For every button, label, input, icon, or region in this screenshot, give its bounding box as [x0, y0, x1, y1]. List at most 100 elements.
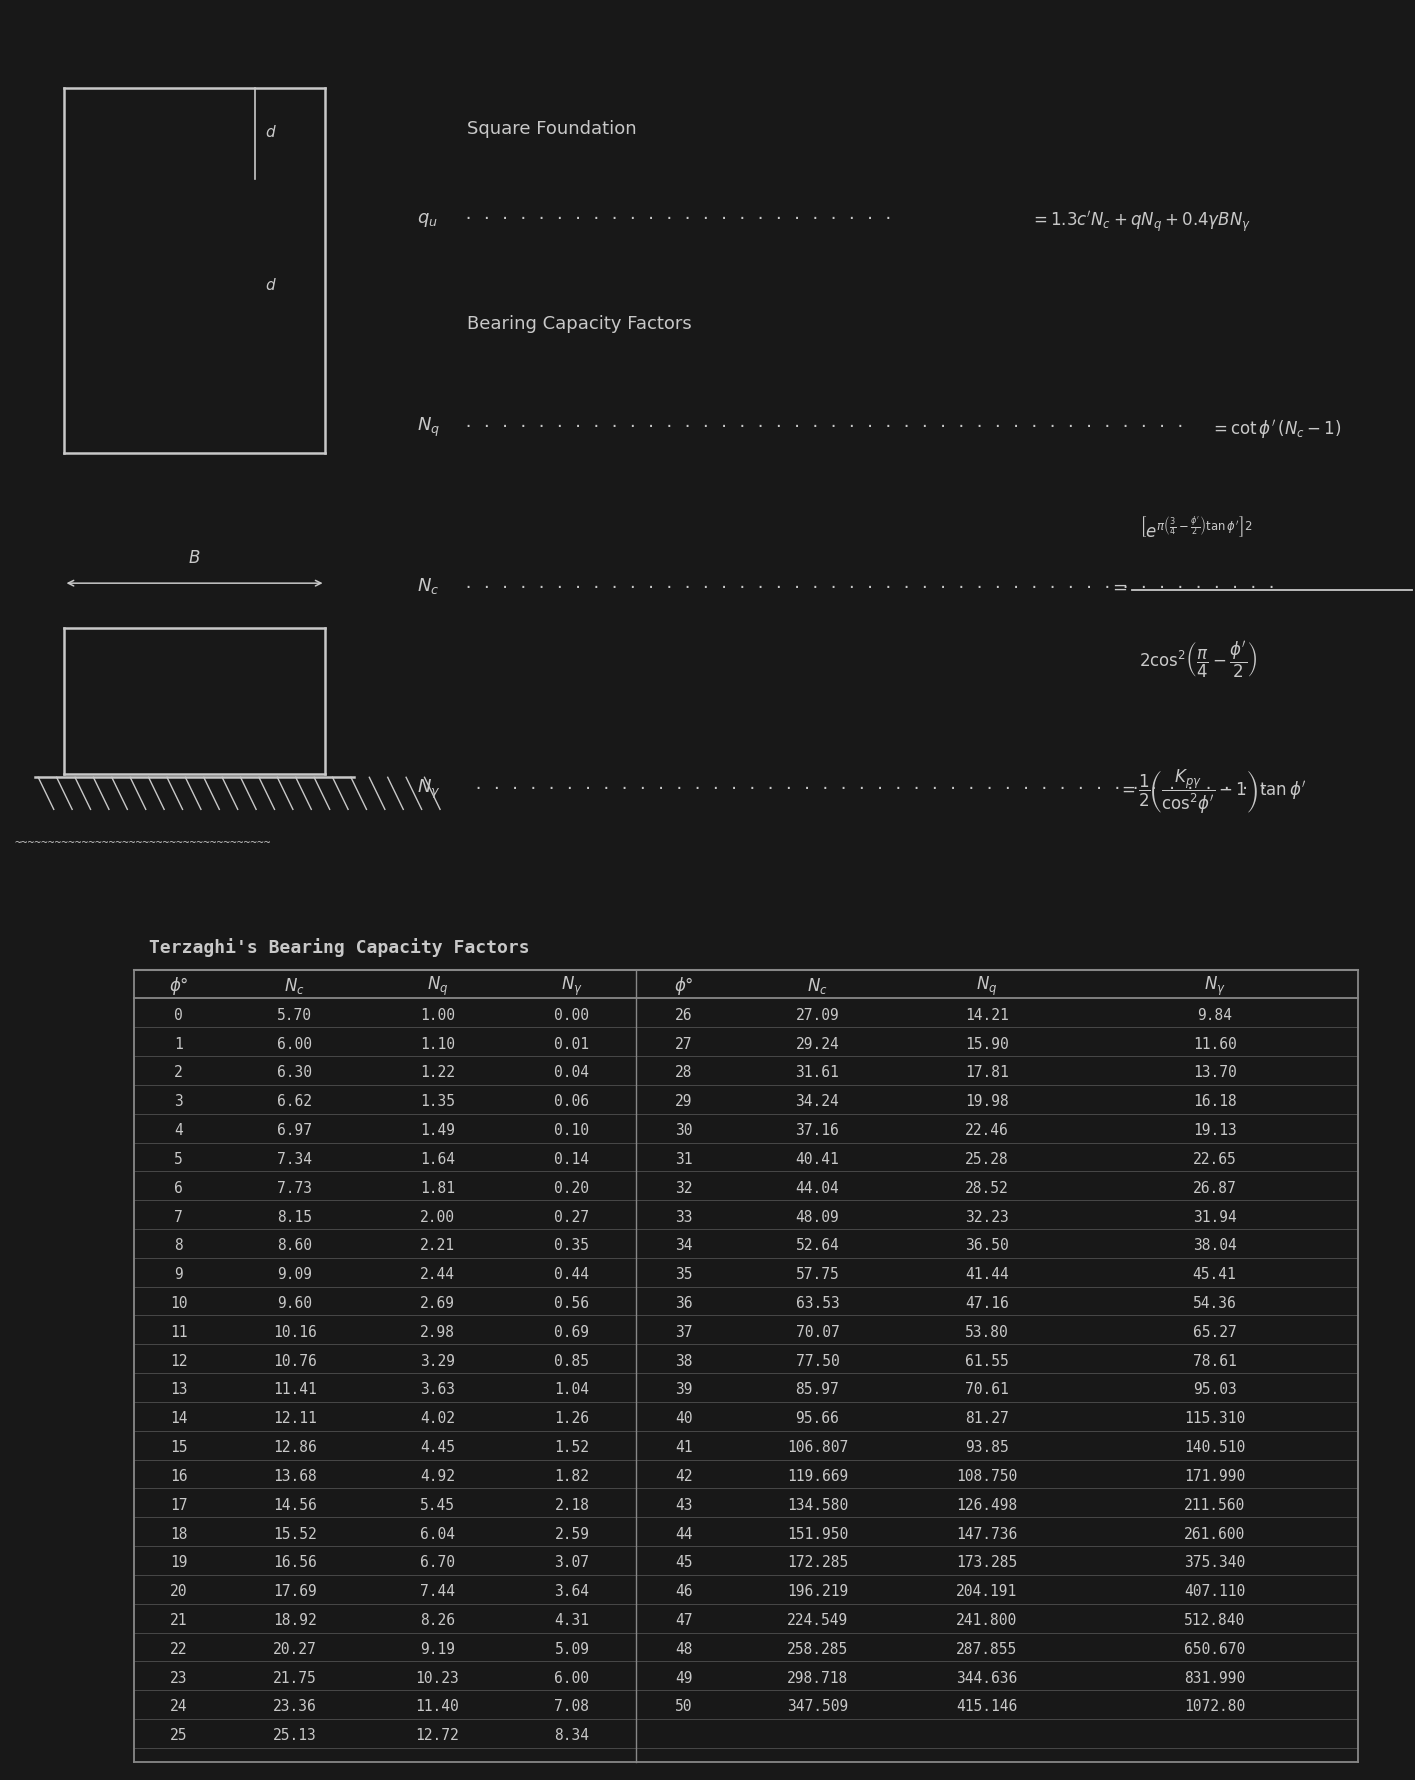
Text: 9.09: 9.09	[277, 1267, 313, 1282]
Text: $N_q$: $N_q$	[417, 415, 440, 438]
Text: 17.81: 17.81	[965, 1064, 1009, 1080]
Text: 1.64: 1.64	[420, 1152, 454, 1166]
Text: 8: 8	[174, 1237, 183, 1253]
Text: 9: 9	[174, 1267, 183, 1282]
Text: 47.16: 47.16	[965, 1296, 1009, 1310]
Text: 15.52: 15.52	[273, 1525, 317, 1541]
Text: 77.50: 77.50	[795, 1353, 839, 1367]
Text: 40: 40	[675, 1410, 693, 1426]
Text: 70.07: 70.07	[795, 1324, 839, 1339]
Text: 8.34: 8.34	[555, 1727, 590, 1743]
Text: 22.46: 22.46	[965, 1123, 1009, 1137]
Text: 9.84: 9.84	[1197, 1007, 1232, 1022]
Text: $2\cos^2\!\left(\dfrac{\pi}{4}-\dfrac{\phi^{\prime}}{2}\right)$: $2\cos^2\!\left(\dfrac{\pi}{4}-\dfrac{\p…	[1139, 639, 1258, 680]
Text: $N_c$: $N_c$	[284, 975, 306, 997]
Text: $q_u$: $q_u$	[417, 210, 439, 228]
Text: 12.72: 12.72	[416, 1727, 460, 1743]
Text: 39: 39	[675, 1381, 693, 1397]
Text: 53.80: 53.80	[965, 1324, 1009, 1339]
Text: 4: 4	[174, 1123, 183, 1137]
Text: 45.41: 45.41	[1193, 1267, 1237, 1282]
Text: 6.97: 6.97	[277, 1123, 313, 1137]
Text: 30: 30	[675, 1123, 693, 1137]
Text: 65.27: 65.27	[1193, 1324, 1237, 1339]
Text: 1.52: 1.52	[555, 1440, 590, 1454]
Text: 13.68: 13.68	[273, 1468, 317, 1483]
Text: 85.97: 85.97	[795, 1381, 839, 1397]
Text: 20: 20	[170, 1584, 187, 1598]
Text: 1072.80: 1072.80	[1184, 1698, 1245, 1714]
Text: 40.41: 40.41	[795, 1152, 839, 1166]
Text: 7.44: 7.44	[420, 1584, 454, 1598]
Text: 6.00: 6.00	[277, 1036, 313, 1050]
Text: 10.76: 10.76	[273, 1353, 317, 1367]
Text: 12.86: 12.86	[273, 1440, 317, 1454]
Text: 224.549: 224.549	[787, 1613, 848, 1627]
Text: 0.10: 0.10	[555, 1123, 590, 1137]
Text: 415.146: 415.146	[957, 1698, 1017, 1714]
Text: $N_\gamma$: $N_\gamma$	[417, 776, 441, 799]
Text: 23.36: 23.36	[273, 1698, 317, 1714]
Text: $= \dfrac{1}{2}\!\left(\dfrac{K_{p\gamma}}{\cos^2\!\phi^{\prime}} - 1\right)\tan: $= \dfrac{1}{2}\!\left(\dfrac{K_{p\gamma…	[1118, 767, 1306, 815]
Text: 172.285: 172.285	[787, 1554, 848, 1570]
Text: 2.44: 2.44	[420, 1267, 454, 1282]
Text: 19: 19	[170, 1554, 187, 1570]
Text: 29.24: 29.24	[795, 1036, 839, 1050]
Text: 95.66: 95.66	[795, 1410, 839, 1426]
Text: 261.600: 261.600	[1184, 1525, 1245, 1541]
Text: 3.07: 3.07	[555, 1554, 590, 1570]
Text: 1: 1	[174, 1036, 183, 1050]
Text: 22.65: 22.65	[1193, 1152, 1237, 1166]
Text: 4.92: 4.92	[420, 1468, 454, 1483]
Text: 5: 5	[174, 1152, 183, 1166]
Text: 1.04: 1.04	[555, 1381, 590, 1397]
Text: 14: 14	[170, 1410, 187, 1426]
Text: 151.950: 151.950	[787, 1525, 848, 1541]
Text: 5.45: 5.45	[420, 1497, 454, 1511]
Text: 108.750: 108.750	[957, 1468, 1017, 1483]
Text: 344.636: 344.636	[957, 1670, 1017, 1684]
Text: 25: 25	[170, 1727, 187, 1743]
Text: 31: 31	[675, 1152, 693, 1166]
Text: 15: 15	[170, 1440, 187, 1454]
Text: ~~~~~~~~~~~~~~~~~~~~~~~~~~~~~~~~~~~~~~: ~~~~~~~~~~~~~~~~~~~~~~~~~~~~~~~~~~~~~~	[14, 838, 270, 847]
Text: 831.990: 831.990	[1184, 1670, 1245, 1684]
Text: B: B	[188, 548, 201, 566]
Text: 4.31: 4.31	[555, 1613, 590, 1627]
Text: 0.56: 0.56	[555, 1296, 590, 1310]
Text: 347.509: 347.509	[787, 1698, 848, 1714]
Text: 106.807: 106.807	[787, 1440, 848, 1454]
Text: 2.18: 2.18	[555, 1497, 590, 1511]
Text: 19.13: 19.13	[1193, 1123, 1237, 1137]
Text: 1.26: 1.26	[555, 1410, 590, 1426]
Text: $\phi°$: $\phi°$	[674, 975, 693, 997]
Text: 70.61: 70.61	[965, 1381, 1009, 1397]
Text: 9.19: 9.19	[420, 1641, 454, 1655]
Text: 49: 49	[675, 1670, 693, 1684]
Text: 45: 45	[675, 1554, 693, 1570]
Text: 63.53: 63.53	[795, 1296, 839, 1310]
Text: 1.82: 1.82	[555, 1468, 590, 1483]
Text: 52.64: 52.64	[795, 1237, 839, 1253]
Text: 6.62: 6.62	[277, 1093, 313, 1109]
Text: 8.60: 8.60	[277, 1237, 313, 1253]
Text: 22: 22	[170, 1641, 187, 1655]
Text: 20.27: 20.27	[273, 1641, 317, 1655]
Text: 126.498: 126.498	[957, 1497, 1017, 1511]
Text: 13: 13	[170, 1381, 187, 1397]
Text: d: d	[265, 125, 275, 139]
Text: 33: 33	[675, 1209, 693, 1225]
Text: Terzaghi's Bearing Capacity Factors: Terzaghi's Bearing Capacity Factors	[149, 938, 529, 956]
Text: 36.50: 36.50	[965, 1237, 1009, 1253]
Text: 48.09: 48.09	[795, 1209, 839, 1225]
Text: 43: 43	[675, 1497, 693, 1511]
Text: 1.81: 1.81	[420, 1180, 454, 1194]
Text: 44: 44	[675, 1525, 693, 1541]
Text: 27.09: 27.09	[795, 1007, 839, 1022]
Text: 8.15: 8.15	[277, 1209, 313, 1225]
Text: 171.990: 171.990	[1184, 1468, 1245, 1483]
Text: 23: 23	[170, 1670, 187, 1684]
Text: 16.18: 16.18	[1193, 1093, 1237, 1109]
Text: 287.855: 287.855	[957, 1641, 1017, 1655]
Text: 2.59: 2.59	[555, 1525, 590, 1541]
